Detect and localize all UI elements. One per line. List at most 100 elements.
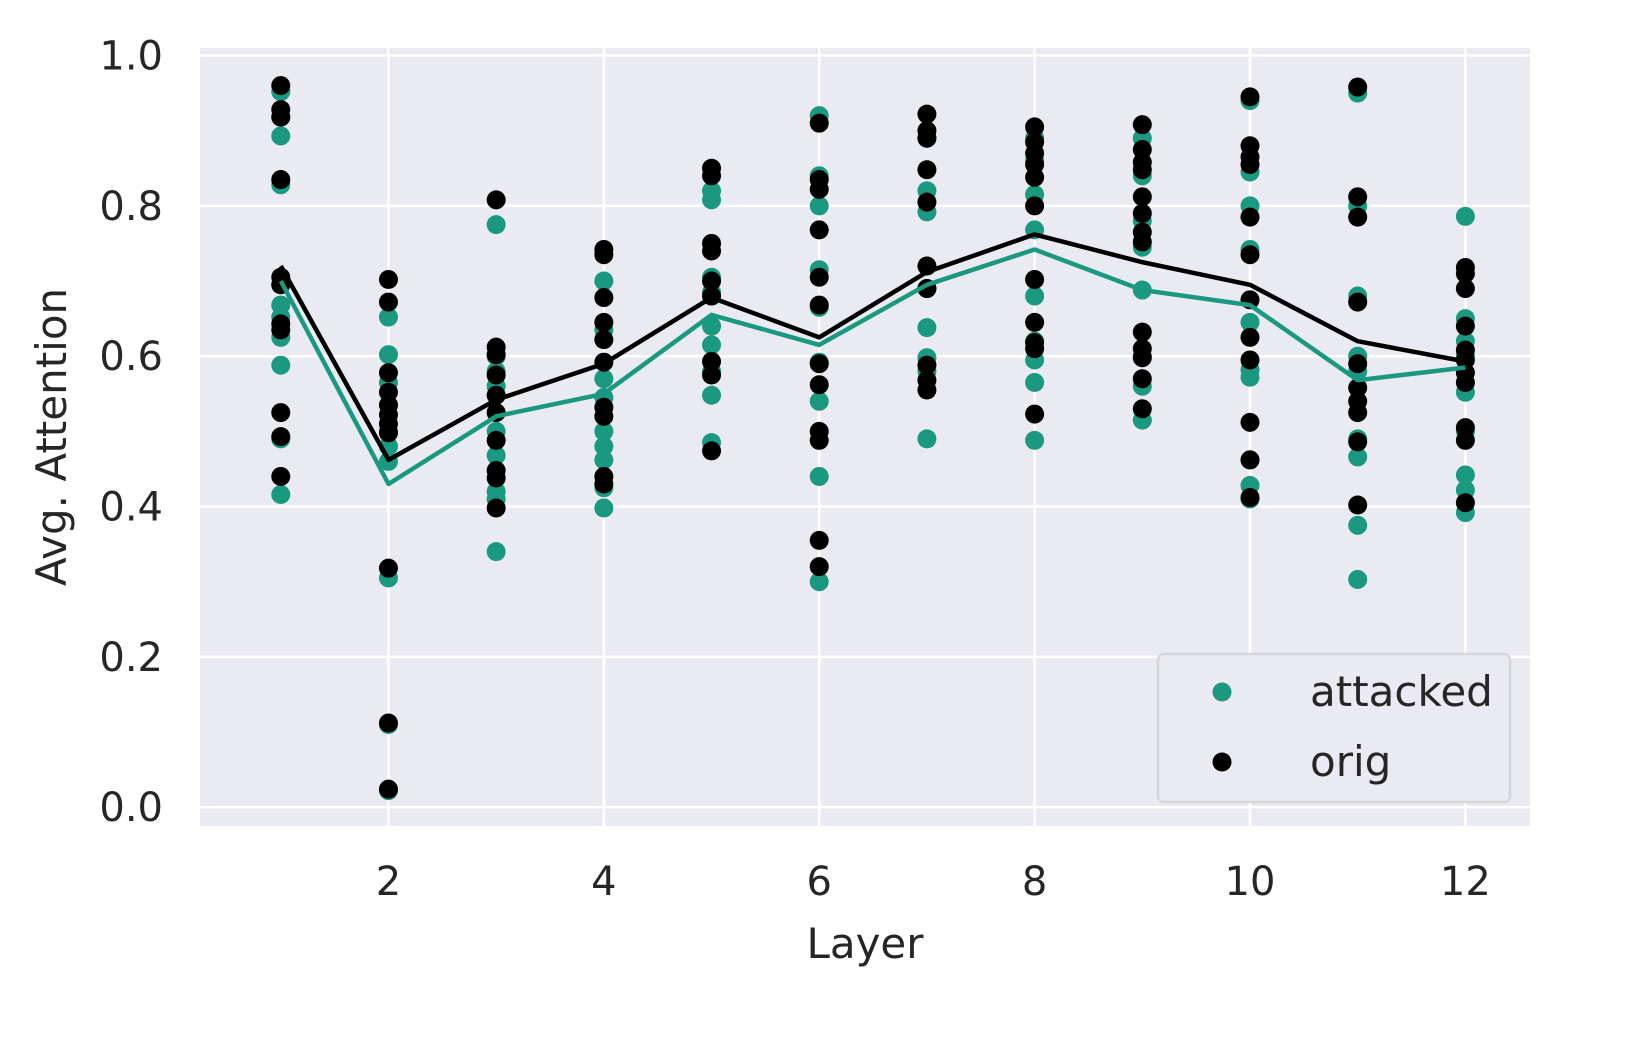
orig-point [1240, 207, 1260, 227]
orig-point [1132, 160, 1152, 180]
series-lines [278, 232, 1466, 487]
orig-point [1240, 327, 1260, 347]
orig-point [594, 474, 614, 494]
y-tick-label: 0.6 [99, 334, 163, 380]
x-tick-label: 2 [376, 859, 401, 905]
orig-point [1240, 87, 1260, 107]
legend-label-attacked: attacked [1310, 667, 1493, 716]
orig-point [1132, 203, 1152, 223]
attacked-point [486, 542, 506, 562]
orig-point [809, 375, 829, 395]
orig-point [271, 76, 291, 96]
attacked-point [809, 572, 829, 592]
orig-point [1348, 432, 1368, 452]
y-tick-label: 1.0 [99, 34, 163, 80]
x-tick-label: 6 [807, 859, 832, 905]
y-tick-label: 0.2 [99, 635, 163, 681]
attacked-point [809, 391, 829, 411]
orig-point [1025, 404, 1045, 424]
orig-point [378, 292, 398, 312]
attacked-point [1025, 286, 1045, 306]
orig-point [1348, 495, 1368, 515]
orig-point [809, 295, 829, 315]
legend-box [1156, 652, 1512, 804]
orig-point [486, 468, 506, 488]
attacked-point [702, 335, 722, 355]
attacked-point [594, 498, 614, 518]
attacked-mean-line [278, 247, 1466, 487]
orig-point [809, 530, 829, 550]
legend-label-orig: orig [1310, 737, 1391, 786]
orig-point [1132, 369, 1152, 389]
orig-point [1240, 350, 1260, 370]
orig-point [271, 320, 291, 340]
orig-point [809, 179, 829, 199]
y-tick-label: 0.0 [99, 785, 163, 831]
y-tick-label: 0.8 [99, 184, 163, 230]
orig-point [1025, 339, 1045, 359]
orig-point [1132, 115, 1152, 135]
attacked-point [594, 271, 614, 291]
orig-point [1240, 155, 1260, 175]
orig-point [917, 192, 937, 212]
orig-point [1132, 232, 1152, 252]
orig-point [594, 245, 614, 265]
orig-point [702, 441, 722, 461]
orig-point [271, 107, 291, 127]
orig-point [1348, 354, 1368, 374]
attacked-point [271, 355, 291, 375]
orig-point [1025, 270, 1045, 290]
attacked-point [486, 215, 506, 235]
orig-point [594, 330, 614, 350]
orig-point [809, 113, 829, 133]
attacked-point [378, 345, 398, 365]
orig-point [378, 713, 398, 733]
attacked-point [594, 450, 614, 470]
orig-point [1348, 207, 1368, 227]
orig-point [486, 365, 506, 385]
orig-point [1240, 450, 1260, 470]
orig-point [378, 558, 398, 578]
orig-point [702, 166, 722, 186]
legend-marker-orig [1212, 752, 1232, 772]
orig-point [486, 430, 506, 450]
orig-mean-line [278, 232, 1466, 463]
attacked-point [917, 429, 937, 449]
tick-labels: 2 4 6 8 10 12 0.0 0.2 0.4 0.6 0.8 1.0 [99, 34, 1490, 905]
orig-point [1240, 412, 1260, 432]
orig-point [702, 241, 722, 261]
orig-point [1132, 348, 1152, 368]
orig-point [809, 557, 829, 577]
orig-point [486, 345, 506, 365]
orig-point [1455, 493, 1475, 513]
orig-point [271, 170, 291, 190]
x-tick-label: 8 [1022, 859, 1047, 905]
orig-point [1348, 403, 1368, 423]
orig-point [1455, 373, 1475, 393]
attacked-point [917, 318, 937, 338]
orig-point [702, 365, 722, 385]
legend-marker-attacked [1212, 682, 1232, 702]
orig-point [917, 128, 937, 148]
orig-point [271, 466, 291, 486]
attacked-point [1348, 515, 1368, 535]
orig-point [378, 363, 398, 383]
orig-point [1132, 187, 1152, 207]
orig-point [1348, 77, 1368, 97]
attacked-point [1348, 569, 1368, 589]
attacked-point [486, 445, 506, 465]
orig-point [378, 270, 398, 290]
attacked-point [594, 421, 614, 441]
orig-point [809, 267, 829, 287]
orig-point [1132, 322, 1152, 342]
orig-point [1455, 430, 1475, 450]
legend: attacked orig [1156, 652, 1512, 804]
orig-point [1348, 378, 1368, 398]
attacked-point [1348, 447, 1368, 467]
orig-point [486, 190, 506, 210]
attacked-point [1455, 206, 1475, 226]
orig-point [1348, 187, 1368, 207]
orig-point [378, 423, 398, 443]
attacked-point [1455, 465, 1475, 485]
